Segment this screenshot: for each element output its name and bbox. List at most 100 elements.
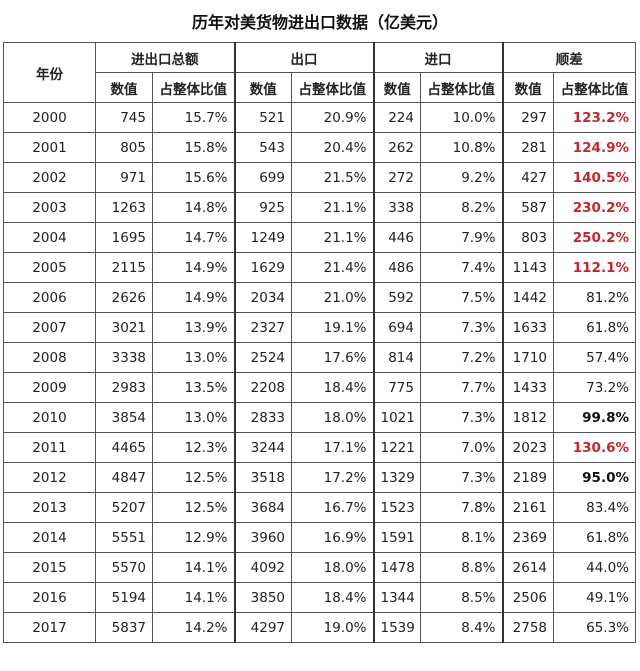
header-year: 年份 — [3, 42, 96, 103]
cell-export-value: 543 — [233, 132, 292, 163]
cell-total-ratio: 15.6% — [152, 162, 235, 193]
cell-export-ratio: 16.9% — [291, 522, 374, 553]
cell-import-value: 262 — [372, 132, 421, 163]
cell-total-value: 2115 — [95, 252, 153, 283]
cell-export-value: 3850 — [233, 582, 292, 613]
cell-export-ratio: 16.7% — [291, 492, 374, 523]
cell-year: 2014 — [3, 522, 96, 553]
cell-total-ratio: 14.9% — [152, 282, 235, 313]
cell-balance-ratio: 57.4% — [553, 342, 636, 373]
cell-year: 2007 — [3, 312, 96, 343]
cell-total-ratio: 14.8% — [152, 192, 235, 223]
cell-year: 2005 — [3, 252, 96, 283]
table-row: 2013 5207 12.5% 3684 16.7% 1523 7.8% 2161 83.4% — [3, 492, 636, 523]
table-row: 2012 4847 12.5% 3518 17.2% 1329 7.3% 2189 95.0% — [3, 462, 636, 493]
cell-export-ratio: 21.1% — [291, 222, 374, 253]
cell-balance-value: 2758 — [501, 612, 554, 643]
cell-year: 2011 — [3, 432, 96, 463]
table-row: 2009 2983 13.5% 2208 18.4% 775 7.7% 1433 73.2% — [3, 372, 636, 403]
cell-balance-value: 2023 — [501, 432, 554, 463]
cell-balance-value: 1433 — [501, 372, 554, 403]
cell-export-ratio: 21.1% — [291, 192, 374, 223]
cell-year: 2012 — [3, 462, 96, 493]
cell-year: 2016 — [3, 582, 96, 613]
cell-balance-ratio: 81.2% — [553, 282, 636, 313]
cell-balance-ratio: 65.3% — [553, 612, 636, 643]
cell-year: 2004 — [3, 222, 96, 253]
table-row: 2000 745 15.7% 521 20.9% 224 10.0% 297 123.2% — [3, 102, 636, 133]
table-row: 2003 1263 14.8% 925 21.1% 338 8.2% 587 230.2% — [3, 192, 636, 223]
header-total: 进出口总额 — [95, 42, 235, 73]
header-export-value: 数值 — [233, 72, 292, 103]
cell-year: 2008 — [3, 342, 96, 373]
cell-total-value: 1263 — [95, 192, 153, 223]
cell-year: 2002 — [3, 162, 96, 193]
cell-total-ratio: 15.7% — [152, 102, 235, 133]
cell-export-value: 521 — [233, 102, 292, 133]
cell-export-ratio: 19.0% — [291, 612, 374, 643]
cell-export-value: 1249 — [233, 222, 292, 253]
header-balance-value: 数值 — [501, 72, 554, 103]
cell-export-ratio: 20.4% — [291, 132, 374, 163]
cell-balance-value: 297 — [501, 102, 554, 133]
cell-total-value: 805 — [95, 132, 153, 163]
cell-year: 2013 — [3, 492, 96, 523]
cell-balance-ratio: 250.2% — [553, 222, 636, 253]
header-balance: 顺差 — [501, 42, 636, 73]
cell-total-value: 971 — [95, 162, 153, 193]
cell-balance-ratio: 140.5% — [553, 162, 636, 193]
cell-import-ratio: 9.2% — [420, 162, 503, 193]
cell-total-ratio: 13.0% — [152, 402, 235, 433]
cell-balance-value: 1710 — [501, 342, 554, 373]
cell-export-value: 2833 — [233, 402, 292, 433]
cell-import-ratio: 7.9% — [420, 222, 503, 253]
cell-import-value: 1021 — [372, 402, 421, 433]
header-import: 进口 — [372, 42, 503, 73]
cell-year: 2017 — [3, 612, 96, 643]
cell-total-value: 5194 — [95, 582, 153, 613]
cell-balance-value: 1143 — [501, 252, 554, 283]
cell-import-ratio: 7.7% — [420, 372, 503, 403]
cell-balance-ratio: 124.9% — [553, 132, 636, 163]
header-import-ratio: 占整体比值 — [420, 72, 503, 103]
cell-import-value: 486 — [372, 252, 421, 283]
cell-total-ratio: 12.9% — [152, 522, 235, 553]
cell-export-ratio: 18.4% — [291, 372, 374, 403]
cell-export-ratio: 17.2% — [291, 462, 374, 493]
cell-export-ratio: 21.5% — [291, 162, 374, 193]
cell-import-ratio: 7.8% — [420, 492, 503, 523]
table-title: 历年对美货物进出口数据（亿美元） — [191, 13, 448, 32]
cell-import-value: 694 — [372, 312, 421, 343]
cell-import-value: 1523 — [372, 492, 421, 523]
cell-total-value: 2626 — [95, 282, 153, 313]
cell-total-value: 745 — [95, 102, 153, 133]
cell-balance-value: 1442 — [501, 282, 554, 313]
cell-balance-value: 2189 — [501, 462, 554, 493]
cell-balance-ratio: 49.1% — [553, 582, 636, 613]
table-row: 2017 5837 14.2% 4297 19.0% 1539 8.4% 2758 65.3% — [3, 612, 636, 643]
cell-export-ratio: 21.4% — [291, 252, 374, 283]
cell-import-value: 224 — [372, 102, 421, 133]
cell-total-value: 5551 — [95, 522, 153, 553]
cell-export-ratio: 19.1% — [291, 312, 374, 343]
cell-export-ratio: 18.0% — [291, 552, 374, 583]
cell-total-value: 5837 — [95, 612, 153, 643]
cell-total-value: 1695 — [95, 222, 153, 253]
cell-balance-value: 803 — [501, 222, 554, 253]
cell-export-value: 3960 — [233, 522, 292, 553]
cell-export-value: 4092 — [233, 552, 292, 583]
cell-export-value: 2524 — [233, 342, 292, 373]
cell-import-ratio: 7.2% — [420, 342, 503, 373]
cell-import-value: 446 — [372, 222, 421, 253]
cell-import-ratio: 8.5% — [420, 582, 503, 613]
cell-export-value: 925 — [233, 192, 292, 223]
header-total-ratio: 占整体比值 — [152, 72, 235, 103]
cell-year: 2009 — [3, 372, 96, 403]
cell-balance-ratio: 61.8% — [553, 522, 636, 553]
cell-total-value: 5570 — [95, 552, 153, 583]
table-row: 2007 3021 13.9% 2327 19.1% 694 7.3% 1633 61.8% — [3, 312, 636, 343]
cell-balance-value: 281 — [501, 132, 554, 163]
header-row-sub: 数值 占整体比值 数值 占整体比值 数值 占整体比值 数值 占整体比值 — [4, 72, 636, 103]
cell-balance-value: 587 — [501, 192, 554, 223]
cell-total-ratio: 14.1% — [152, 582, 235, 613]
